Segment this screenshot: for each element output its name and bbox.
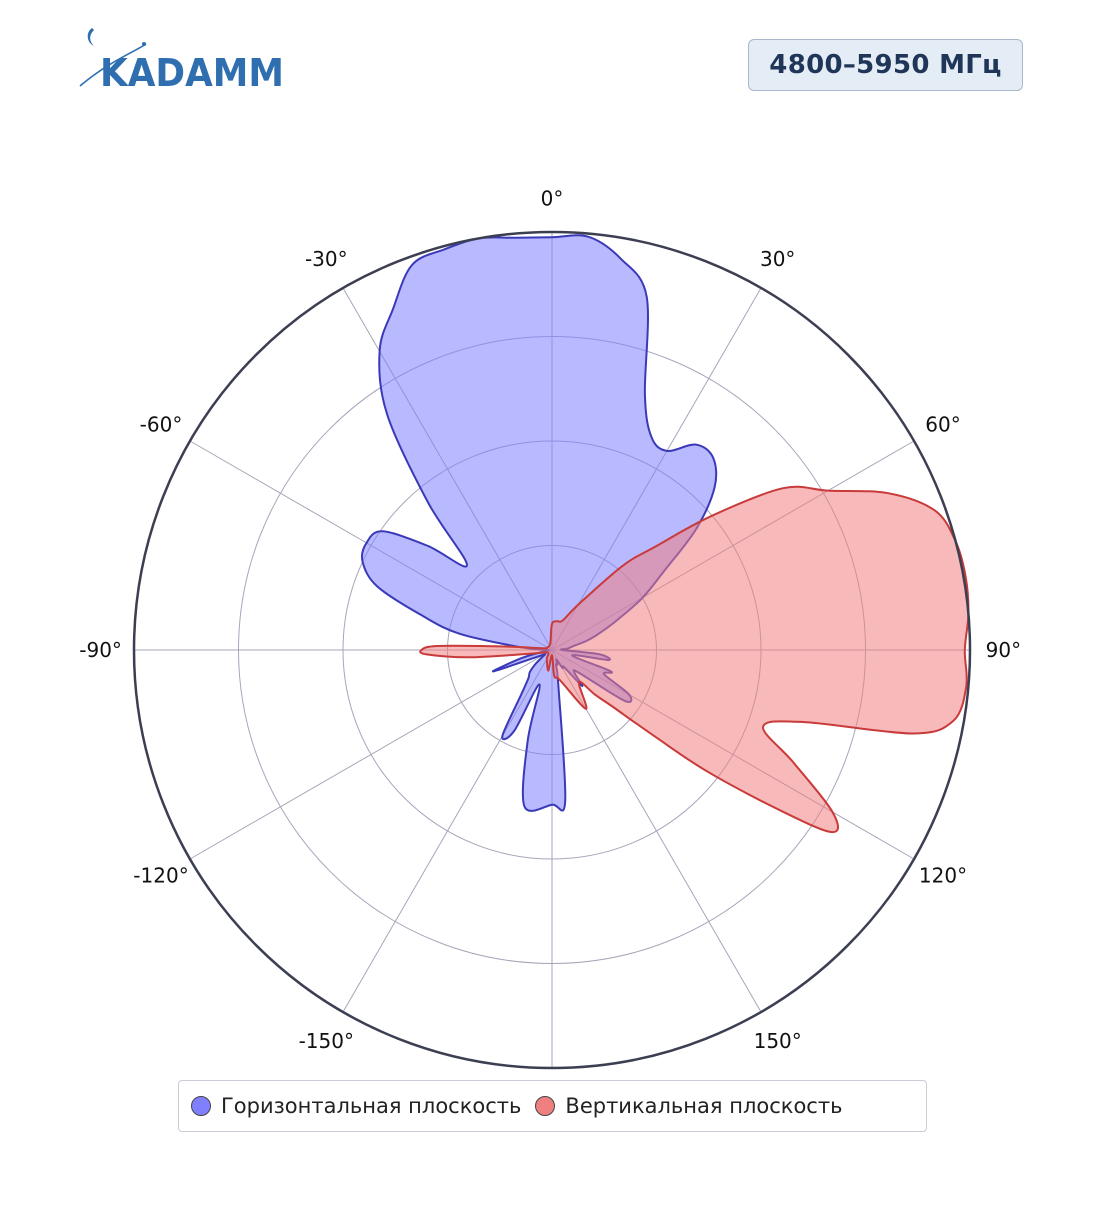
angle-tick-label: 30°	[760, 247, 795, 271]
angle-tick-label: 60°	[925, 412, 960, 436]
logo-text: KADAMM	[100, 51, 284, 95]
legend-swatch-vertical	[535, 1096, 556, 1116]
legend-label-vertical: Вертикальная плоскость	[565, 1094, 843, 1118]
kadamm-logo: KADAMM	[79, 28, 284, 95]
logo-dot-icon	[142, 42, 146, 46]
logo-orbit-icon	[79, 43, 147, 87]
angle-tick-label: -90°	[79, 638, 122, 662]
legend-item-horizontal[interactable]: Горизонтальная плоскость	[191, 1094, 521, 1118]
angle-tick-label: 0°	[541, 187, 564, 211]
angle-tick-label: -30°	[305, 247, 348, 271]
angle-tick-label: -150°	[299, 1029, 354, 1053]
series-layer	[132, 230, 972, 1070]
legend-label-horizontal: Горизонтальная плоскость	[221, 1094, 522, 1118]
angle-tick-label: -60°	[140, 412, 183, 436]
legend: Горизонтальная плоскость Вертикальная пл…	[178, 1080, 927, 1132]
outer-ring	[132, 230, 972, 1070]
legend-item-vertical[interactable]: Вертикальная плоскость	[535, 1094, 842, 1118]
frequency-badge: 4800–5950 МГц	[748, 39, 1023, 91]
angle-tick-label: 90°	[986, 638, 1021, 662]
logo-swoosh-icon	[87, 28, 94, 46]
legend-swatch-horizontal	[191, 1096, 211, 1116]
series-vertical-area	[419, 485, 970, 834]
angular-gridline	[189, 649, 553, 860]
angle-labels: 0° 30° 60° 90° 120° 150° -150° -120° -90° -60° -30…	[79, 187, 1021, 1053]
angle-tick-label: 150°	[754, 1029, 802, 1053]
angle-tick-label: -120°	[133, 864, 188, 888]
angular-gridline	[551, 649, 762, 1013]
angle-tick-label: 120°	[919, 864, 967, 888]
